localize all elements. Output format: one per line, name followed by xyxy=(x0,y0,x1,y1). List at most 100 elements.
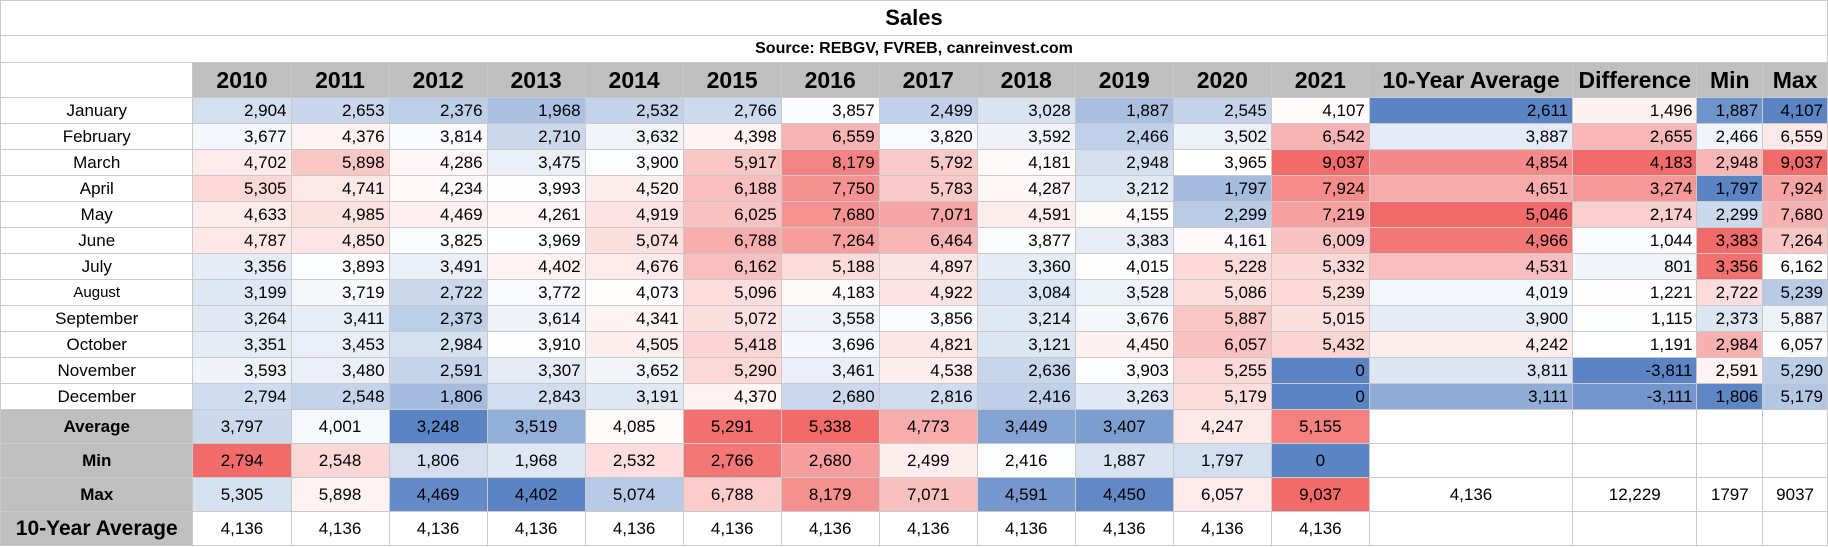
cell-may-2018[interactable]: 4,591 xyxy=(976,201,1076,228)
cell-april-10-year-average[interactable]: 4,651 xyxy=(1368,175,1574,202)
summary-cell-min-difference[interactable] xyxy=(1572,443,1698,478)
cell-february-max[interactable]: 6,559 xyxy=(1762,123,1828,150)
cell-december-min[interactable]: 1,806 xyxy=(1696,383,1764,410)
cell-february-2013[interactable]: 2,710 xyxy=(486,123,586,150)
cell-april-2018[interactable]: 4,287 xyxy=(976,175,1076,202)
summary-cell-average-2015[interactable]: 5,291 xyxy=(682,409,782,444)
summary-cell-average-2010[interactable]: 3,797 xyxy=(192,409,292,444)
cell-february-2017[interactable]: 3,820 xyxy=(878,123,978,150)
cell-september-2012[interactable]: 2,373 xyxy=(388,305,488,332)
summary-cell-average-max[interactable] xyxy=(1762,409,1828,444)
summary-cell-max-2015[interactable]: 6,788 xyxy=(682,477,782,512)
cell-august-2010[interactable]: 3,199 xyxy=(192,279,292,306)
cell-december-2020[interactable]: 5,179 xyxy=(1172,383,1272,410)
summary-cell-max-10-year-average[interactable]: 4,136 xyxy=(1368,477,1574,512)
cell-may-2012[interactable]: 4,469 xyxy=(388,201,488,228)
cell-august-2016[interactable]: 4,183 xyxy=(780,279,880,306)
cell-september-2019[interactable]: 3,676 xyxy=(1074,305,1174,332)
cell-november-max[interactable]: 5,290 xyxy=(1762,357,1828,384)
summary-cell-max-2011[interactable]: 5,898 xyxy=(290,477,390,512)
summary-cell-min-2015[interactable]: 2,766 xyxy=(682,443,782,478)
cell-may-difference[interactable]: 2,174 xyxy=(1572,201,1698,228)
cell-august-2019[interactable]: 3,528 xyxy=(1074,279,1174,306)
cell-december-2018[interactable]: 2,416 xyxy=(976,383,1076,410)
cell-august-2020[interactable]: 5,086 xyxy=(1172,279,1272,306)
cell-october-2015[interactable]: 5,418 xyxy=(682,331,782,358)
summary-cell-10-year-average-2010[interactable]: 4,136 xyxy=(192,511,292,546)
cell-september-max[interactable]: 5,887 xyxy=(1762,305,1828,332)
cell-february-2010[interactable]: 3,677 xyxy=(192,123,292,150)
row-label-november[interactable]: November xyxy=(0,357,194,384)
cell-june-2018[interactable]: 3,877 xyxy=(976,227,1076,254)
cell-april-difference[interactable]: 3,274 xyxy=(1572,175,1698,202)
cell-june-difference[interactable]: 1,044 xyxy=(1572,227,1698,254)
summary-cell-max-difference[interactable]: 12,229 xyxy=(1572,477,1698,512)
cell-june-2012[interactable]: 3,825 xyxy=(388,227,488,254)
cell-march-2014[interactable]: 3,900 xyxy=(584,149,684,176)
cell-october-2017[interactable]: 4,821 xyxy=(878,331,978,358)
cell-may-2011[interactable]: 4,985 xyxy=(290,201,390,228)
cell-march-2017[interactable]: 5,792 xyxy=(878,149,978,176)
cell-september-2018[interactable]: 3,214 xyxy=(976,305,1076,332)
summary-cell-average-10-year-average[interactable] xyxy=(1368,409,1574,444)
sheet-title[interactable]: Sales xyxy=(0,0,1828,36)
row-label-august[interactable]: August xyxy=(0,279,194,306)
cell-october-10-year-average[interactable]: 4,242 xyxy=(1368,331,1574,358)
cell-september-10-year-average[interactable]: 3,900 xyxy=(1368,305,1574,332)
cell-november-2012[interactable]: 2,591 xyxy=(388,357,488,384)
summary-cell-max-min[interactable]: 1797 xyxy=(1696,477,1764,512)
cell-february-2019[interactable]: 2,466 xyxy=(1074,123,1174,150)
cell-may-10-year-average[interactable]: 5,046 xyxy=(1368,201,1574,228)
summary-cell-max-2018[interactable]: 4,591 xyxy=(976,477,1076,512)
cell-january-difference[interactable]: 1,496 xyxy=(1572,97,1698,124)
row-label-june[interactable]: June xyxy=(0,227,194,254)
cell-june-2014[interactable]: 5,074 xyxy=(584,227,684,254)
cell-september-2017[interactable]: 3,856 xyxy=(878,305,978,332)
cell-february-2012[interactable]: 3,814 xyxy=(388,123,488,150)
cell-december-10-year-average[interactable]: 3,111 xyxy=(1368,383,1574,410)
cell-july-min[interactable]: 3,356 xyxy=(1696,253,1764,280)
cell-october-2019[interactable]: 4,450 xyxy=(1074,331,1174,358)
summary-cell-average-difference[interactable] xyxy=(1572,409,1698,444)
cell-january-min[interactable]: 1,887 xyxy=(1696,97,1764,124)
cell-november-2014[interactable]: 3,652 xyxy=(584,357,684,384)
summary-cell-10-year-average-2015[interactable]: 4,136 xyxy=(682,511,782,546)
summary-cell-max-2010[interactable]: 5,305 xyxy=(192,477,292,512)
cell-october-2020[interactable]: 6,057 xyxy=(1172,331,1272,358)
summary-label-min[interactable]: Min xyxy=(0,443,194,478)
cell-march-10-year-average[interactable]: 4,854 xyxy=(1368,149,1574,176)
cell-may-min[interactable]: 2,299 xyxy=(1696,201,1764,228)
cell-april-2020[interactable]: 1,797 xyxy=(1172,175,1272,202)
cell-march-2021[interactable]: 9,037 xyxy=(1270,149,1370,176)
cell-january-2014[interactable]: 2,532 xyxy=(584,97,684,124)
summary-cell-max-2014[interactable]: 5,074 xyxy=(584,477,684,512)
column-header-10-year-average[interactable]: 10-Year Average xyxy=(1368,62,1574,98)
cell-february-min[interactable]: 2,466 xyxy=(1696,123,1764,150)
summary-cell-average-2011[interactable]: 4,001 xyxy=(290,409,390,444)
cell-february-2018[interactable]: 3,592 xyxy=(976,123,1076,150)
summary-cell-min-min[interactable] xyxy=(1696,443,1764,478)
summary-cell-average-2016[interactable]: 5,338 xyxy=(780,409,880,444)
summary-cell-average-2017[interactable]: 4,773 xyxy=(878,409,978,444)
cell-may-2019[interactable]: 4,155 xyxy=(1074,201,1174,228)
summary-cell-average-2019[interactable]: 3,407 xyxy=(1074,409,1174,444)
cell-february-2020[interactable]: 3,502 xyxy=(1172,123,1272,150)
cell-april-2011[interactable]: 4,741 xyxy=(290,175,390,202)
cell-october-2012[interactable]: 2,984 xyxy=(388,331,488,358)
cell-july-2013[interactable]: 4,402 xyxy=(486,253,586,280)
cell-october-2018[interactable]: 3,121 xyxy=(976,331,1076,358)
cell-december-2019[interactable]: 3,263 xyxy=(1074,383,1174,410)
column-header-2010[interactable]: 2010 xyxy=(192,62,292,98)
summary-cell-min-2017[interactable]: 2,499 xyxy=(878,443,978,478)
cell-january-2020[interactable]: 2,545 xyxy=(1172,97,1272,124)
column-header-max[interactable]: Max xyxy=(1762,62,1828,98)
cell-january-max[interactable]: 4,107 xyxy=(1762,97,1828,124)
summary-cell-10-year-average-2019[interactable]: 4,136 xyxy=(1074,511,1174,546)
cell-november-10-year-average[interactable]: 3,811 xyxy=(1368,357,1574,384)
cell-july-2014[interactable]: 4,676 xyxy=(584,253,684,280)
summary-cell-average-min[interactable] xyxy=(1696,409,1764,444)
summary-cell-average-2018[interactable]: 3,449 xyxy=(976,409,1076,444)
cell-september-2021[interactable]: 5,015 xyxy=(1270,305,1370,332)
cell-august-2017[interactable]: 4,922 xyxy=(878,279,978,306)
summary-cell-10-year-average-2012[interactable]: 4,136 xyxy=(388,511,488,546)
